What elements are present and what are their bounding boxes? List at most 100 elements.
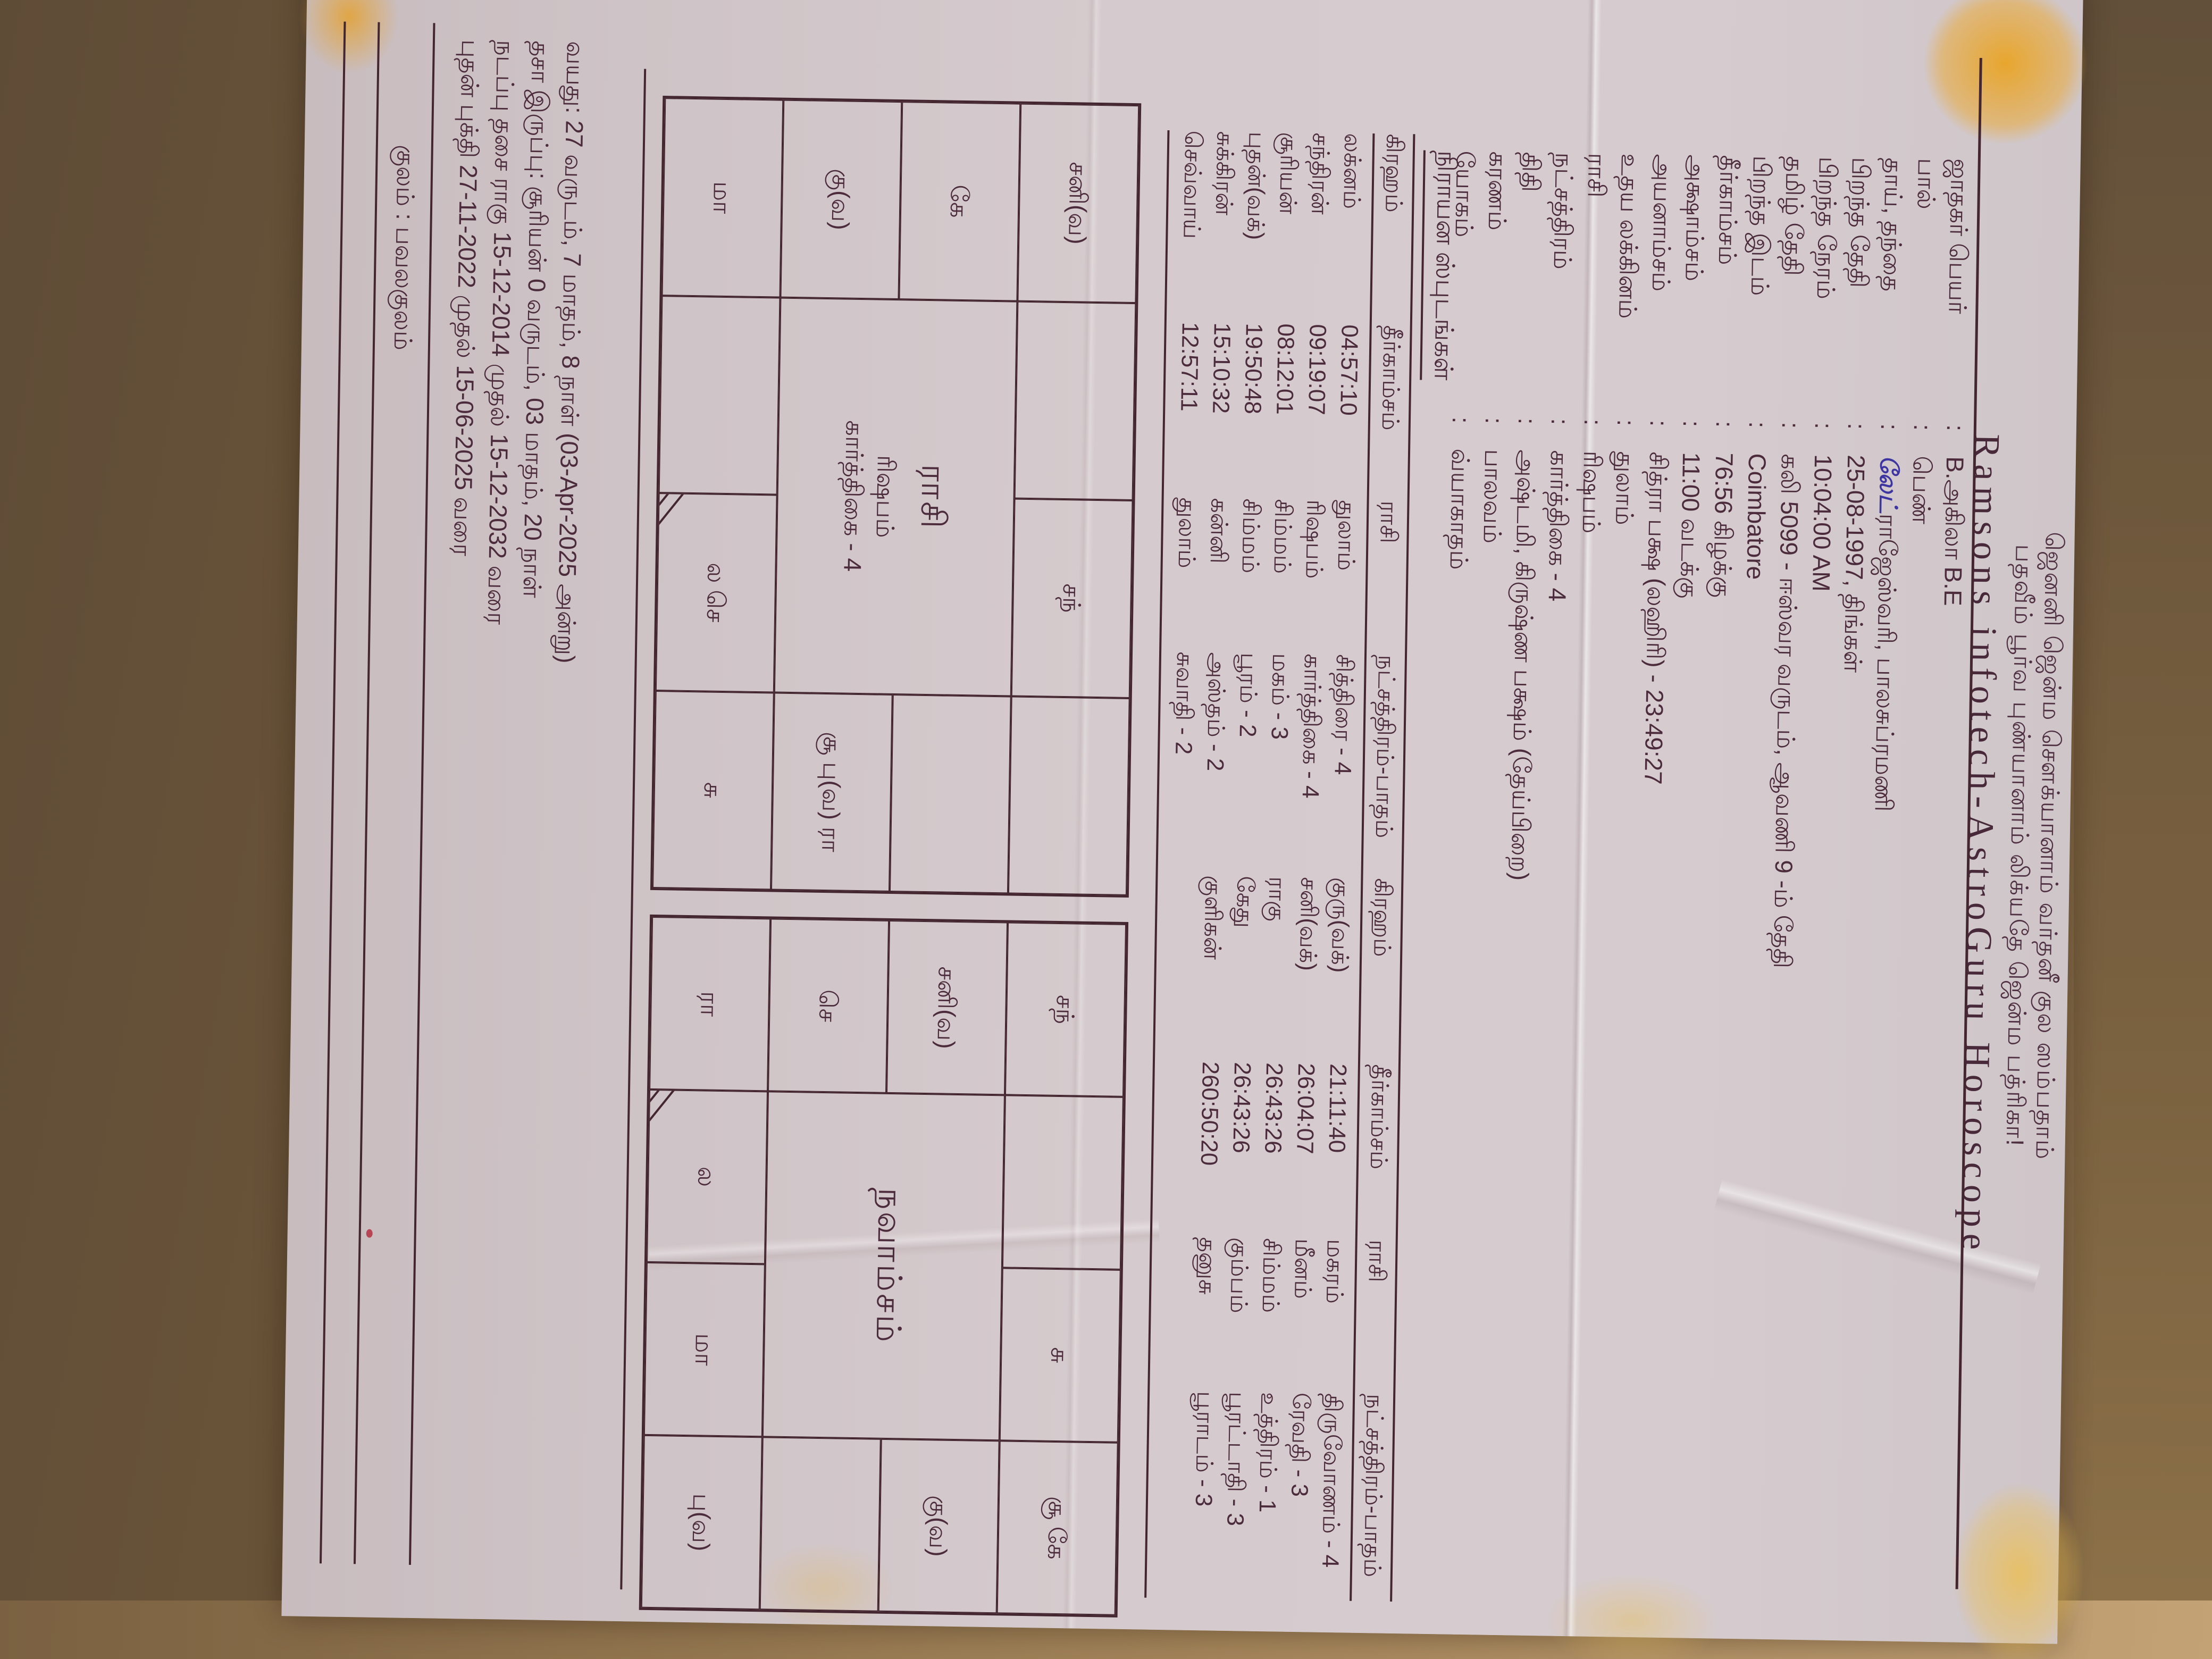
planet-name xyxy=(1162,875,1197,1061)
rasi-chart: சனி(வ) சந் கே கு(வ) சூ பு(வ) ரா மா ல செ … xyxy=(650,96,1142,898)
planet-nakshatra xyxy=(1154,1390,1189,1593)
horoscope-document: ஜெனனி ஜென்ம சௌக்யானாம் வர்தனீ குல ஸம்பதா… xyxy=(279,0,2121,1659)
navamsa-cell-capricorn: செ xyxy=(768,918,890,1093)
footer-rule-1 xyxy=(353,22,380,1564)
planet-deg xyxy=(1160,1061,1194,1237)
planet-rasi: சிம்மம் xyxy=(1237,498,1264,574)
navamsa-cell-aries xyxy=(1002,1095,1124,1270)
planet-rasi: துலாம் xyxy=(1173,497,1201,569)
detail-label: ஜாதகர் பெயர் xyxy=(1943,158,1974,314)
col-header-graham: கிரஹம் xyxy=(1369,878,1396,958)
colon: : xyxy=(1941,424,1970,432)
navamsa-chart-title: நவாம்சம் xyxy=(869,1187,910,1345)
rasi-cell-scorpio xyxy=(658,295,781,495)
rasi-cell-taurus: சந் xyxy=(1011,498,1133,698)
detail-label: நட்சத்திரம் xyxy=(1548,152,1578,270)
planet-nakshatra: ரேவதி - 3 xyxy=(1286,1392,1314,1497)
detail-label: கரணம் xyxy=(1483,151,1512,231)
colon: : xyxy=(1744,421,1772,429)
navamsa-cell-virgo: பு(வ) xyxy=(641,1435,763,1610)
navamsa-cell-gemini: சூ கே xyxy=(996,1440,1118,1615)
planet-name: ராகு xyxy=(1263,876,1291,922)
rasi-cell-aquarius: கே xyxy=(899,102,1021,301)
rasi-cell-virgo: சு xyxy=(652,690,774,890)
col-header-graham: கிரஹம் xyxy=(1380,133,1408,213)
navamsa-cell-leo xyxy=(759,1437,881,1612)
rasi-chart-center: ராசி ரிஷபம் கார்த்திகை - 4 xyxy=(774,297,1018,696)
rasi-cell-aries xyxy=(1014,301,1136,501)
planet-name: கேது xyxy=(1231,876,1259,928)
navamsa-cell-aquarius: சனி(வ) xyxy=(886,920,1008,1095)
planet-name: புதன்(வக்) xyxy=(1242,131,1270,240)
planet-deg: 26:43:26 xyxy=(1260,1062,1287,1154)
col-header-rasi: ராசி xyxy=(1375,500,1402,544)
col-header-deg: தீர்காம்சம் xyxy=(1365,1064,1393,1170)
rasi-cell-libra-lagna: ல செ xyxy=(655,493,777,692)
detail-label: உதய லக்கினம் xyxy=(1614,153,1644,319)
sputa-heading: நிராயன ஸ்புடங்கள் xyxy=(1420,150,1461,381)
colon: : xyxy=(1612,419,1640,426)
colon: : xyxy=(1875,423,1904,431)
planet-nakshatra: கார்த்திகை - 4 xyxy=(1297,653,1326,799)
planet-name: சூரியன் xyxy=(1275,132,1302,215)
handwritten-late-note: லேட் xyxy=(1874,455,1904,514)
planet-rasi: தனுசு xyxy=(1194,1237,1221,1295)
navamsa-cell-pisces: சந் xyxy=(1004,922,1127,1097)
kulam-line: குலம் : பவலகுலம் xyxy=(389,145,420,351)
detail-label: ராசி xyxy=(1582,153,1611,198)
detail-label: தாய், தந்தை xyxy=(1878,157,1908,292)
birth-details: ஜாதகர் பெயர்: B.அகிலா B.E பால்: பெண் தாய்,… xyxy=(1427,150,1976,1594)
footer-rule-2 xyxy=(319,21,346,1564)
colon: : xyxy=(1711,421,1739,428)
table-surface-right xyxy=(2074,0,2212,1659)
parents-names: ராஜேஸ்வரி, பாலசுப்ரமணி xyxy=(1870,513,1903,812)
planet-nakshatra: மகம் - 3 xyxy=(1266,653,1294,740)
rasi-cell-cancer xyxy=(889,694,1011,894)
planet-rasi: மீனம் xyxy=(1289,1238,1317,1300)
detail-label: தீர்காம்சம் xyxy=(1713,155,1743,265)
planet-nakshatra: உத்திரம் - 1 xyxy=(1254,1392,1283,1513)
planet-nakshatra: பூரம் - 2 xyxy=(1234,652,1262,738)
rasi-cell-pisces: சனி(வ) xyxy=(1017,103,1139,303)
colon: : xyxy=(1645,420,1673,427)
planet-deg: 21:11:40 xyxy=(1323,1063,1351,1153)
detail-label: பிறந்த இடம் xyxy=(1746,155,1776,296)
colon: : xyxy=(1678,420,1706,428)
rasi-chart-nakshatra: கார்த்திகை - 4 xyxy=(839,420,869,572)
colon: : xyxy=(1546,418,1574,425)
planet-name: சனி(வக்) xyxy=(1294,876,1322,971)
col-header-rasi: ராசி xyxy=(1363,1239,1390,1283)
detail-label: பிறந்த நேரம் xyxy=(1812,156,1842,300)
planet-nakshatra: சித்திரை - 4 xyxy=(1329,653,1358,775)
planet-nakshatra: பூரட்டாதி - 3 xyxy=(1222,1391,1251,1527)
colon: : xyxy=(1513,417,1541,425)
navamsa-cell-scorpio-lagna: ல xyxy=(646,1089,768,1264)
rasi-cell-leo: சூ பு(வ) ரா xyxy=(770,692,893,892)
navamsa-cell-sagittarius: ரா xyxy=(649,916,771,1092)
colon: : xyxy=(1447,416,1476,424)
col-header-deg: தீர்காம்சம் xyxy=(1377,325,1405,431)
section-rule-below-charts xyxy=(620,69,647,1590)
colon: : xyxy=(1908,423,1937,431)
rasi-chart-title: ராசி xyxy=(914,464,954,531)
planet-rasi: துலாம் xyxy=(1333,499,1360,571)
planet-deg: 15:10:32 xyxy=(1208,322,1235,414)
colon: : xyxy=(1777,422,1805,429)
planet-deg: 04:57:10 xyxy=(1335,324,1363,416)
colon: : xyxy=(1809,422,1838,430)
planet-rasi: ரிஷபம் xyxy=(1301,499,1328,579)
colon: : xyxy=(1480,417,1509,424)
planet-name: லக்னம் xyxy=(1338,133,1366,210)
planet-name: குளிகன் xyxy=(1199,875,1227,960)
planet-name: சுக்கிரன் xyxy=(1211,131,1238,216)
detail-label: திதி xyxy=(1516,152,1545,192)
planet-rasi: சிம்மம் xyxy=(1269,499,1296,574)
planet-deg: 260:50:20 xyxy=(1195,1061,1224,1166)
dasa-section: வயது: 27 வருடம், 7 மாதம், 8 நாள் (03-Apr… xyxy=(429,39,593,1583)
planet-nakshatra: அஸ்தம் - 2 xyxy=(1202,652,1230,772)
navamsa-chart: சந் சு சூ கே சனி(வ) கு(வ) செ ரா ல மா பு(… xyxy=(639,914,1129,1618)
planet-rasi: மகரம் xyxy=(1321,1238,1348,1304)
col-header-nakshatra: நட்சத்திரம்-பாதம் xyxy=(1359,1394,1388,1578)
detail-label: அக்ஷாம்சம் xyxy=(1680,154,1710,282)
colon: : xyxy=(1579,418,1607,426)
